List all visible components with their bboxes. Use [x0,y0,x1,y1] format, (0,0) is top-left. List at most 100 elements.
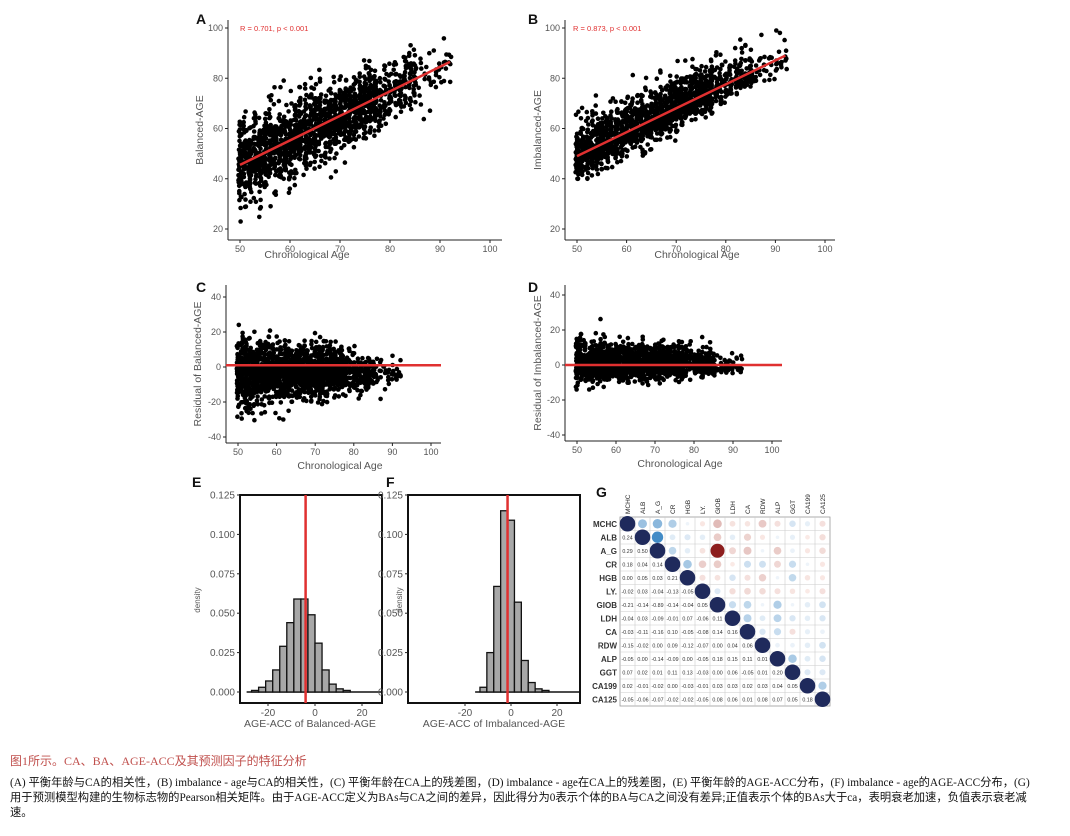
data-point [297,84,303,90]
data-point [284,102,289,108]
data-point [766,56,772,61]
data-point [289,101,294,106]
data-point [378,98,384,103]
data-point [683,114,689,119]
data-point [307,367,313,372]
data-point [599,131,604,137]
data-point [418,102,424,107]
data-point [580,146,585,151]
data-point [668,96,674,102]
data-point [352,119,358,124]
data-point [313,81,319,87]
data-point [368,125,374,130]
data-point [593,93,599,98]
data-point [267,170,273,176]
data-point [242,390,248,395]
data-point [630,112,636,118]
data-point [739,50,745,55]
data-point [238,342,244,348]
data-point [236,173,241,178]
data-point [584,109,590,115]
data-point [250,410,255,416]
data-point [683,86,689,92]
data-point [333,169,339,174]
data-point [323,140,329,146]
data-point [301,172,306,178]
data-point [608,99,613,104]
data-point [613,145,618,150]
data-point [239,194,244,200]
data-point [703,115,708,120]
data-point [347,123,353,128]
data-point [372,128,377,133]
data-point [311,152,317,157]
data-point [727,63,733,69]
data-point [303,101,309,106]
data-point [281,78,287,83]
data-point [308,75,314,81]
data-point [668,116,674,122]
data-point [411,47,417,52]
data-point [393,72,398,77]
data-point [336,139,342,145]
data-point [747,65,753,71]
data-point [346,97,352,102]
data-point [322,130,328,136]
data-point [677,101,683,106]
data-point [372,115,377,120]
data-point [589,173,595,178]
data-point [296,369,302,374]
data-point [351,124,357,129]
data-point [252,417,257,423]
data-point [276,130,282,135]
data-point [419,66,424,71]
data-point [297,394,303,400]
data-point [327,128,332,134]
data-point [316,99,322,104]
data-point [645,142,650,147]
data-point [368,117,374,123]
panel-letter-c: C [196,279,206,295]
data-point [619,99,624,104]
data-point [373,80,379,86]
data-point [287,186,293,191]
x-axis-title: Chronological Age [654,249,739,261]
data-point [332,155,337,161]
data-point [262,170,268,176]
data-point [289,399,295,405]
data-point [628,139,633,145]
data-point [674,80,679,85]
data-point [271,157,277,162]
data-point [784,66,789,72]
data-point [595,116,601,121]
data-point [703,102,708,108]
data-point [281,417,286,422]
data-point [381,116,386,121]
data-point [412,70,417,75]
data-point [422,76,428,82]
data-point [386,110,392,115]
data-point [277,339,282,344]
data-point [313,96,319,101]
data-point [624,118,629,124]
data-point [692,74,697,79]
data-point [723,59,728,64]
data-point [257,158,263,163]
data-point [658,68,663,73]
data-point [388,71,394,77]
data-point [318,115,323,120]
data-point [634,140,640,145]
data-point [352,91,358,97]
data-point [253,173,259,179]
data-point [282,338,288,343]
data-point [615,110,621,115]
data-point [589,130,594,136]
data-point [632,144,638,149]
data-point [625,95,630,101]
x-axis-title: Chronological Age [264,249,349,261]
data-point [662,96,668,101]
data-point [578,166,584,171]
data-point [652,90,658,95]
data-point [243,109,248,114]
data-point [431,48,437,53]
